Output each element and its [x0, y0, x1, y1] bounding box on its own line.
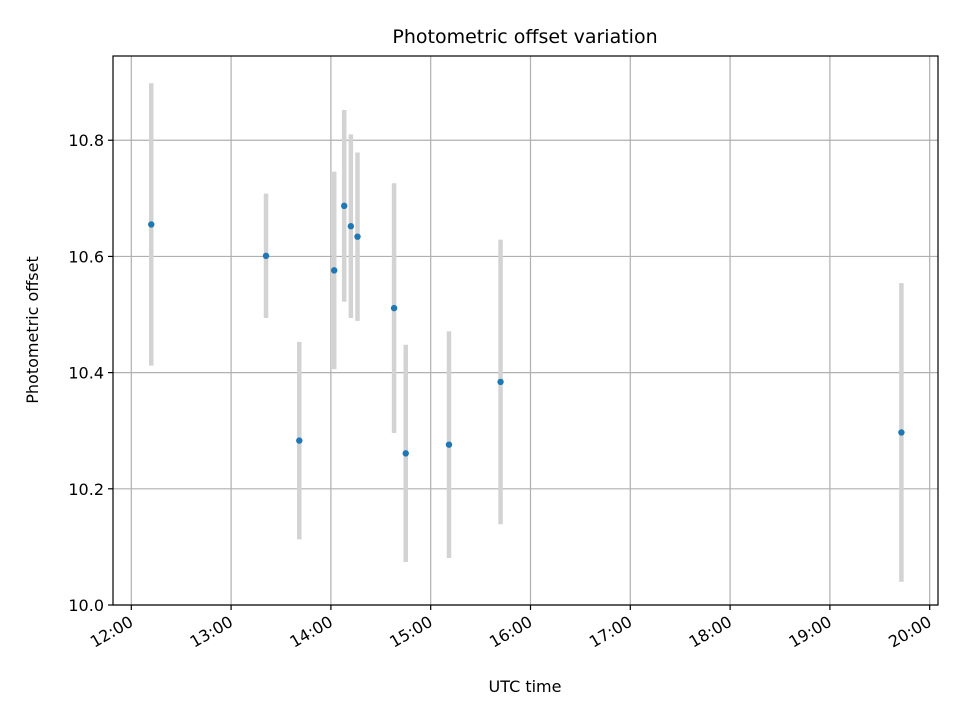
data-point [898, 429, 905, 436]
data-point [296, 437, 303, 444]
data-point [445, 441, 453, 448]
x-tick-label: 14:00 [286, 612, 335, 652]
chart-title: Photometric offset variation [392, 26, 657, 48]
data-point [262, 252, 270, 260]
x-axis-ticks: 12:00 13:00 14:00 15:00 16:00 17:00 18:00 19:00… [87, 605, 935, 652]
x-tick-label: 20:00 [885, 612, 934, 652]
grid [113, 56, 938, 606]
data-point [347, 223, 355, 230]
y-axis-label: Photometric offset [23, 256, 42, 404]
x-tick-label: 19:00 [785, 612, 834, 652]
y-tick-label: 10.6 [68, 247, 104, 266]
data-point [497, 378, 504, 386]
data-point [331, 267, 338, 274]
data-point [354, 233, 361, 240]
x-tick-label: 16:00 [486, 612, 535, 652]
y-tick-label: 10.8 [68, 131, 104, 150]
y-axis-ticks: 10.0 10.2 10.4 10.6 10.8 [68, 131, 113, 615]
x-tick-label: 18:00 [686, 612, 735, 652]
y-tick-label: 10.2 [68, 480, 104, 499]
data-point [148, 221, 155, 228]
x-axis-label: UTC time [489, 677, 562, 696]
y-tick-label: 10.0 [68, 596, 104, 615]
error-bars [149, 83, 904, 582]
x-tick-label: 13:00 [187, 612, 236, 652]
x-tick-label: 12:00 [87, 612, 136, 652]
data-point [390, 304, 398, 312]
x-tick-label: 15:00 [386, 612, 435, 652]
y-tick-label: 10.4 [68, 364, 104, 383]
x-tick-label: 17:00 [586, 612, 635, 652]
data-points [148, 202, 905, 457]
data-point [340, 202, 348, 210]
plot-frame [112, 55, 939, 606]
data-point [402, 450, 409, 457]
